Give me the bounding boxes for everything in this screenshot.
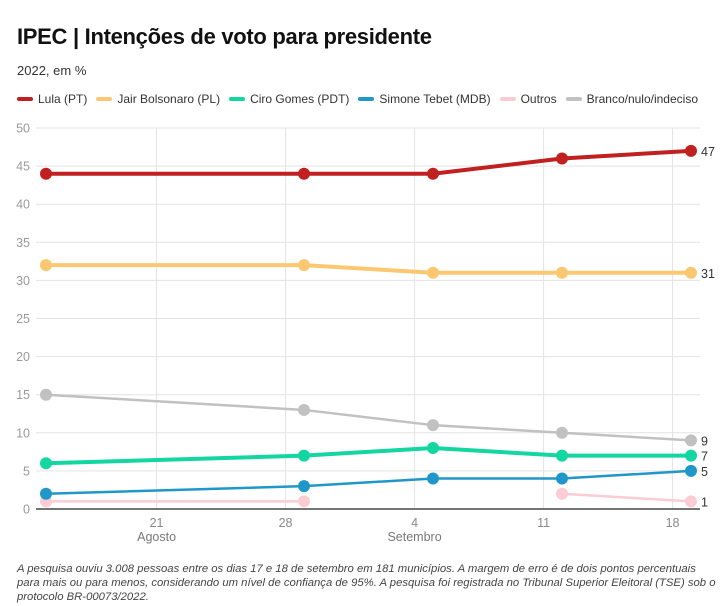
legend-item-ciro[interactable]: Ciro Gomes (PDT) (229, 92, 349, 106)
y-tick-label: 5 (23, 464, 30, 478)
x-tick-label: 11 (537, 516, 550, 530)
series-line-lula-pt (44, 148, 693, 176)
series-line-jair-bolsonaro-pl (44, 263, 693, 275)
y-tick-label: 0 (23, 503, 30, 517)
chart-subtitle: 2022, em % (17, 63, 87, 78)
legend-item-tebet[interactable]: Simone Tebet (MDB) (358, 92, 491, 106)
y-tick-label: 25 (16, 312, 30, 326)
legend-item-bolsonaro[interactable]: Jair Bolsonaro (PL) (96, 92, 220, 106)
data-point-lula-pt[interactable] (685, 144, 697, 157)
legend-item-branco[interactable]: Branco/nulo/indeciso (565, 92, 698, 106)
data-point-jair-bolsonaro-pl[interactable] (298, 259, 310, 272)
series-line-outros (560, 492, 693, 503)
y-tick-label: 50 (16, 122, 30, 136)
data-point-simone-tebet-mdb[interactable] (40, 487, 52, 500)
data-point-lula-pt[interactable] (40, 167, 52, 180)
legend-item-lula[interactable]: Lula (PT) (17, 92, 87, 106)
data-point-ciro-gomes-pdt[interactable] (427, 442, 439, 455)
x-tick-sublabel: Agosto (137, 530, 176, 544)
x-tick-label: 4 (411, 516, 418, 530)
data-point-ciro-gomes-pdt[interactable] (685, 449, 697, 462)
legend-swatch (358, 97, 375, 101)
data-point-simone-tebet-mdb[interactable] (685, 464, 697, 477)
legend-swatch (96, 97, 113, 101)
chart-title: IPEC | Intenções de voto para presidente (17, 24, 432, 49)
y-tick-label: 30 (16, 274, 30, 288)
x-tick-sublabel: Setembro (387, 530, 441, 544)
data-point-ciro-gomes-pdt[interactable] (40, 457, 52, 470)
legend-swatch (229, 97, 246, 101)
legend-swatch (499, 97, 516, 101)
legend-swatch (17, 97, 33, 101)
series-lines (44, 148, 693, 503)
data-point-branco-nulo-indeciso[interactable] (427, 419, 439, 432)
data-point-simone-tebet-mdb[interactable] (298, 480, 310, 493)
legend-label: Jair Bolsonaro (PL) (117, 92, 221, 106)
y-tick-label: 20 (16, 350, 30, 364)
y-axis-ticks: 0 5 10 15 20 25 30 35 40 45 50 (16, 122, 30, 517)
data-point-simone-tebet-mdb[interactable] (556, 472, 568, 485)
y-gridlines (36, 127, 700, 472)
data-point-jair-bolsonaro-pl[interactable] (427, 266, 439, 279)
x-gridlines (156, 128, 674, 509)
end-label-jair-bolsonaro-pl: 31 (701, 267, 715, 281)
y-tick-label: 10 (16, 426, 30, 440)
series-line-branco-nulo-indeciso (44, 393, 693, 442)
y-tick-label: 35 (16, 236, 30, 250)
data-point-simone-tebet-mdb[interactable] (427, 472, 439, 485)
legend-label: Lula (PT) (38, 92, 88, 106)
data-point-ciro-gomes-pdt[interactable] (556, 449, 568, 462)
data-point-branco-nulo-indeciso[interactable] (298, 403, 310, 416)
legend-label: Simone Tebet (MDB) (379, 92, 491, 106)
data-point-branco-nulo-indeciso[interactable] (556, 426, 568, 439)
end-label-simone-tebet-mdb: 5 (701, 465, 708, 479)
end-label-ciro-gomes-pdt: 7 (701, 450, 708, 464)
legend-label: Ciro Gomes (PDT) (250, 92, 350, 106)
data-point-lula-pt[interactable] (427, 167, 439, 180)
data-point-lula-pt[interactable] (556, 152, 568, 165)
legend: Lula (PT) Jair Bolsonaro (PL) Ciro Gomes… (17, 92, 707, 106)
legend-label: Outros (520, 92, 557, 106)
series-line-ciro-gomes-pdt (44, 446, 693, 466)
y-tick-label: 40 (16, 198, 30, 212)
end-labels: 1 9 57 31 47 (701, 145, 715, 510)
data-point-lula-pt[interactable] (298, 167, 310, 180)
legend-label: Branco/nulo/indeciso (586, 92, 698, 106)
data-point-jair-bolsonaro-pl[interactable] (40, 259, 52, 272)
series-line-simone-tebet-mdb (44, 469, 693, 496)
end-label-outros: 1 (701, 495, 708, 509)
data-point-jair-bolsonaro-pl[interactable] (685, 266, 697, 279)
y-tick-label: 15 (16, 388, 30, 402)
x-tick-label: 18 (666, 516, 680, 530)
data-point-outros[interactable] (556, 487, 568, 500)
data-point-ciro-gomes-pdt[interactable] (298, 449, 310, 462)
y-tick-label: 45 (16, 160, 30, 174)
data-point-branco-nulo-indeciso[interactable] (685, 434, 697, 447)
data-point-outros[interactable] (685, 495, 697, 508)
data-point-branco-nulo-indeciso[interactable] (40, 388, 52, 401)
legend-swatch (565, 97, 582, 101)
series-points (40, 144, 697, 508)
data-point-jair-bolsonaro-pl[interactable] (556, 266, 568, 279)
footnote: A pesquisa ouviu 3.008 pessoas entre os … (17, 563, 716, 603)
x-tick-label: 28 (279, 516, 293, 530)
end-label-lula-pt: 47 (701, 145, 715, 159)
x-tick-label: 21 (150, 516, 164, 530)
data-point-outros[interactable] (298, 495, 310, 508)
end-label-branco-nulo-indeciso: 9 (701, 434, 708, 448)
legend-item-outros[interactable]: Outros (499, 92, 557, 106)
